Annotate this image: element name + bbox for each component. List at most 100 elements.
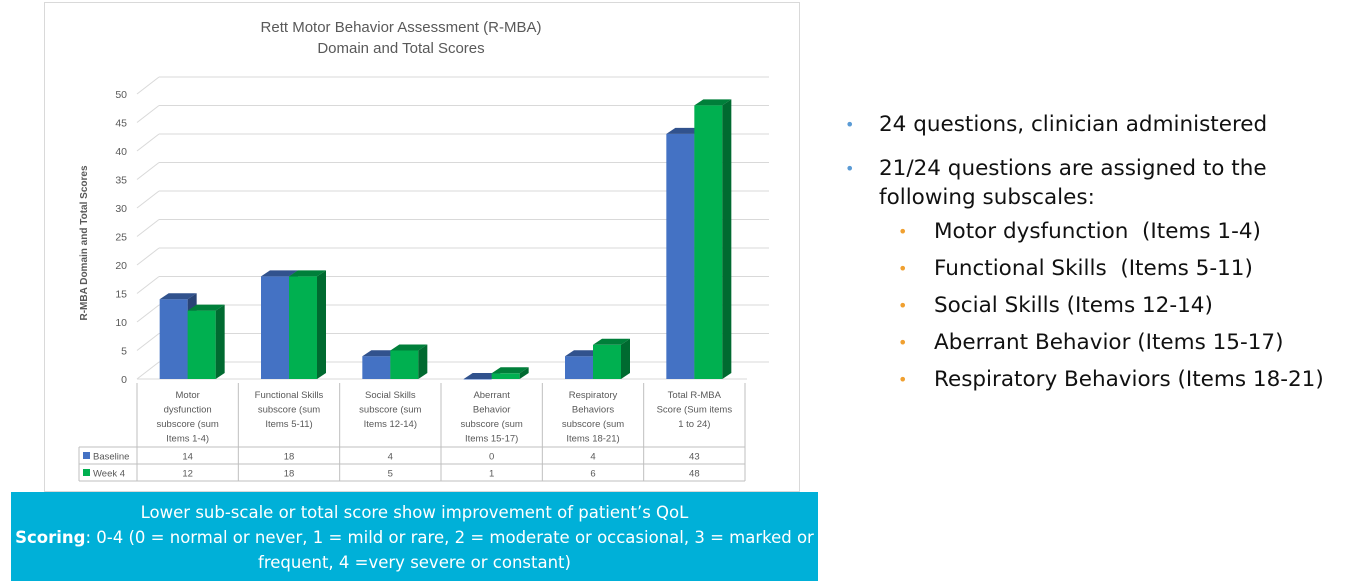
y-tick-label: 30 bbox=[115, 203, 127, 215]
chart-title: Rett Motor Behavior Assessment (R-MBA) bbox=[261, 19, 542, 36]
x-tick-label: Items 18-21) bbox=[566, 434, 619, 445]
subscale-item-motor: • Motor dysfunction (Items 1-4) bbox=[840, 217, 1355, 246]
bar-baseline bbox=[666, 133, 695, 379]
bar-top bbox=[593, 338, 630, 345]
subscale-item-respiratory: • Respiratory Behaviors (Items 18-21) bbox=[840, 365, 1355, 394]
bar-top bbox=[159, 293, 197, 300]
bar-week-4 bbox=[187, 310, 216, 379]
legend-key-icon bbox=[83, 469, 90, 476]
y-tick-label: 40 bbox=[115, 146, 127, 158]
subscale-text: Respiratory Behaviors (Items 18-21) bbox=[934, 367, 1324, 392]
bar-side bbox=[215, 304, 225, 379]
bar-week-4 bbox=[491, 373, 520, 379]
bullet-dot-icon: • bbox=[845, 115, 855, 134]
bar-side bbox=[418, 344, 428, 379]
y-tick-label: 35 bbox=[115, 175, 127, 187]
bullet-list: • 24 questions, clinician administered •… bbox=[840, 110, 1355, 394]
y-tick-label: 20 bbox=[115, 260, 127, 272]
gridline-side bbox=[136, 361, 160, 380]
bar-top bbox=[289, 270, 326, 277]
bullet-dot-icon: • bbox=[845, 159, 855, 178]
y-tick-label: 0 bbox=[121, 374, 127, 386]
bar-top bbox=[666, 127, 704, 134]
bullet-text: 21/24 questions are assigned to the foll… bbox=[879, 156, 1267, 210]
x-tick-label: Items 1-4) bbox=[166, 434, 209, 445]
x-tick-label: Score (Sum items bbox=[657, 405, 733, 416]
x-tick-label: Items 12-14) bbox=[364, 419, 417, 430]
data-label: 12 bbox=[182, 469, 193, 480]
gridline-side bbox=[136, 276, 160, 294]
bullet-item-1: • 24 questions, clinician administered bbox=[840, 110, 1355, 139]
y-tick-label: 25 bbox=[115, 232, 127, 244]
x-tick-label: 1 to 24) bbox=[678, 419, 710, 430]
bullet-item-2: • 21/24 questions are assigned to the fo… bbox=[840, 154, 1355, 212]
x-tick-label: subscore (sum bbox=[562, 419, 624, 430]
x-tick-label: Items 15-17) bbox=[465, 434, 518, 445]
x-tick-label: subscore (sum bbox=[258, 405, 320, 416]
subscale-text: Aberrant Behavior (Items 15-17) bbox=[934, 330, 1284, 355]
scoring-info-box: Lower sub-scale or total score show impr… bbox=[11, 492, 818, 581]
y-axis-label: R-MBA Domain and Total Scores bbox=[79, 165, 90, 320]
bar-top bbox=[390, 344, 428, 351]
bar-top bbox=[187, 304, 225, 311]
bar-top bbox=[463, 373, 501, 379]
x-tick-label: dysfunction bbox=[164, 405, 212, 416]
info-line-1: Lower sub-scale or total score show impr… bbox=[140, 503, 689, 522]
data-label: 1 bbox=[489, 469, 494, 480]
gridline-side bbox=[136, 105, 160, 123]
x-tick-label: subscore (sum bbox=[461, 419, 523, 430]
legend-entry: Baseline bbox=[93, 452, 129, 463]
y-tick-label: 5 bbox=[121, 346, 127, 358]
data-label: 6 bbox=[590, 469, 595, 480]
chart-subtitle: Domain and Total Scores bbox=[317, 40, 484, 57]
data-label: 18 bbox=[284, 469, 295, 480]
subscale-list-items: • Motor dysfunction (Items 1-4) • Functi… bbox=[840, 217, 1355, 394]
x-tick-label: Functional Skills bbox=[255, 390, 324, 401]
gridline-side bbox=[136, 76, 160, 95]
data-label: 0 bbox=[489, 452, 494, 463]
scoring-text: : 0-4 (0 = normal or never, 1 = mild or … bbox=[85, 528, 814, 572]
x-tick-label: Motor bbox=[176, 390, 200, 401]
x-tick-label: Social Skills bbox=[365, 390, 416, 401]
legend-entry: Week 4 bbox=[93, 469, 125, 480]
sub-bullet-dot-icon: • bbox=[898, 222, 908, 241]
subscale-text: Motor dysfunction (Items 1-4) bbox=[934, 219, 1261, 244]
legend-key-icon bbox=[83, 452, 90, 459]
data-label: 43 bbox=[689, 452, 700, 463]
bar-baseline bbox=[159, 299, 188, 379]
data-label: 4 bbox=[388, 452, 393, 463]
bar-week-4 bbox=[289, 276, 317, 379]
x-tick-label: subscore (sum bbox=[157, 419, 219, 430]
y-tick-label: 50 bbox=[115, 89, 127, 101]
info-scoring: Scoring: 0-4 (0 = normal or never, 1 = m… bbox=[11, 525, 818, 575]
bar-side bbox=[722, 99, 732, 380]
bar-baseline bbox=[463, 379, 492, 380]
gridline-side bbox=[136, 133, 160, 152]
x-tick-label: Total R-MBA bbox=[668, 390, 722, 401]
sub-bullet-dot-icon: • bbox=[898, 370, 908, 389]
x-tick-label: Behaviors bbox=[572, 405, 614, 416]
bar-chart: Rett Motor Behavior Assessment (R-MBA) Do… bbox=[78, 19, 769, 482]
bar-baseline bbox=[261, 276, 289, 379]
subscale-text: Functional Skills (Items 5-11) bbox=[934, 256, 1253, 281]
x-tick-label: Items 5-11) bbox=[265, 419, 312, 430]
gridline-side bbox=[136, 190, 160, 209]
bar-week-4 bbox=[694, 105, 723, 380]
bar-baseline bbox=[565, 356, 593, 379]
subscale-item-functional: • Functional Skills (Items 5-11) bbox=[840, 254, 1355, 283]
bar-top bbox=[491, 367, 529, 374]
bar-week-4 bbox=[390, 350, 419, 379]
bullet-text: 24 questions, clinician administered bbox=[879, 112, 1268, 137]
bar-side bbox=[317, 270, 326, 379]
bar-top bbox=[565, 350, 602, 357]
subscale-item-social: • Social Skills (Items 12-14) bbox=[840, 291, 1355, 320]
bar-baseline bbox=[362, 356, 391, 379]
gridline-side bbox=[136, 333, 160, 351]
y-tick-label: 45 bbox=[115, 118, 127, 130]
sub-bullet-dot-icon: • bbox=[898, 259, 908, 278]
data-label: 14 bbox=[182, 452, 193, 463]
bar-side bbox=[621, 338, 630, 379]
y-tick-label: 10 bbox=[115, 317, 127, 329]
sub-bullet-dot-icon: • bbox=[898, 333, 908, 352]
x-tick-label: Behavior bbox=[473, 405, 511, 416]
